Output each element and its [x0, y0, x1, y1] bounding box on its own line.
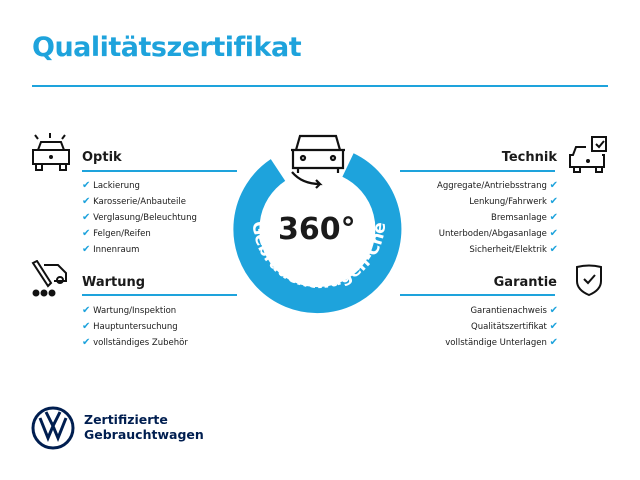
wartung-list: ✔ Wartung/Inspektion ✔ Hauptuntersuchung… — [82, 303, 188, 351]
garantie-rule — [400, 294, 555, 296]
garantie-heading: Garantie — [493, 275, 557, 290]
list-item: Aggregate/Antriebsstrang ✔ — [437, 180, 558, 191]
optik-rule — [82, 170, 237, 172]
optik-list: ✔ Lackierung ✔ Karosserie/Anbauteile ✔ V… — [82, 178, 197, 258]
list-item: ✔ Karosserie/Anbauteile — [82, 196, 186, 207]
list-item: ✔ Wartung/Inspektion — [82, 305, 177, 316]
car-rotate-icon — [291, 134, 345, 189]
list-item: vollständige Unterlagen ✔ — [445, 337, 558, 348]
list-item: Unterboden/Abgasanlage ✔ — [438, 228, 558, 239]
check-ring — [233, 153, 402, 314]
list-item: ✔ Verglasung/Beleuchtung — [82, 212, 197, 223]
list-item: Qualitätszertifikat ✔ — [471, 321, 558, 332]
wartung-rule — [82, 294, 237, 296]
technik-list: Aggregate/Antriebsstrang ✔ Lenkung/Fahrw… — [437, 178, 558, 258]
list-item: ✔ Felgen/Reifen — [82, 228, 151, 239]
car-checklist-icon — [569, 136, 607, 173]
list-item: Garantienachweis ✔ — [470, 305, 558, 316]
list-item: Sicherheit/Elektrik ✔ — [469, 244, 558, 255]
page-title: Qualitätszertifikat — [32, 32, 302, 63]
list-item: ✔ Lackierung — [82, 180, 140, 191]
360-check-graphic: Gebrauchtwagen-Check — [228, 125, 402, 314]
vw-logo — [31, 406, 75, 450]
list-item: ✔ Innenraum — [82, 244, 140, 255]
service-tools-icon — [31, 260, 67, 297]
list-item: Lenkung/Fahrwerk ✔ — [469, 196, 558, 207]
technik-rule — [400, 170, 555, 172]
garantie-list: Garantienachweis ✔ Qualitätszertifikat ✔… — [445, 303, 558, 351]
list-item: ✔ vollständiges Zubehör — [82, 337, 188, 348]
title-divider — [32, 85, 608, 87]
brand-text: Zertifizierte Gebrauchtwagen — [84, 412, 204, 442]
list-item: ✔ Hauptuntersuchung — [82, 321, 178, 332]
shield-check-icon — [576, 264, 602, 297]
list-item: Bremsanlage ✔ — [491, 212, 558, 223]
360-label: 360° — [278, 212, 356, 247]
technik-heading: Technik — [501, 150, 557, 165]
wartung-heading: Wartung — [82, 275, 146, 290]
optik-heading: Optik — [82, 150, 122, 165]
car-lights-icon — [32, 133, 70, 171]
